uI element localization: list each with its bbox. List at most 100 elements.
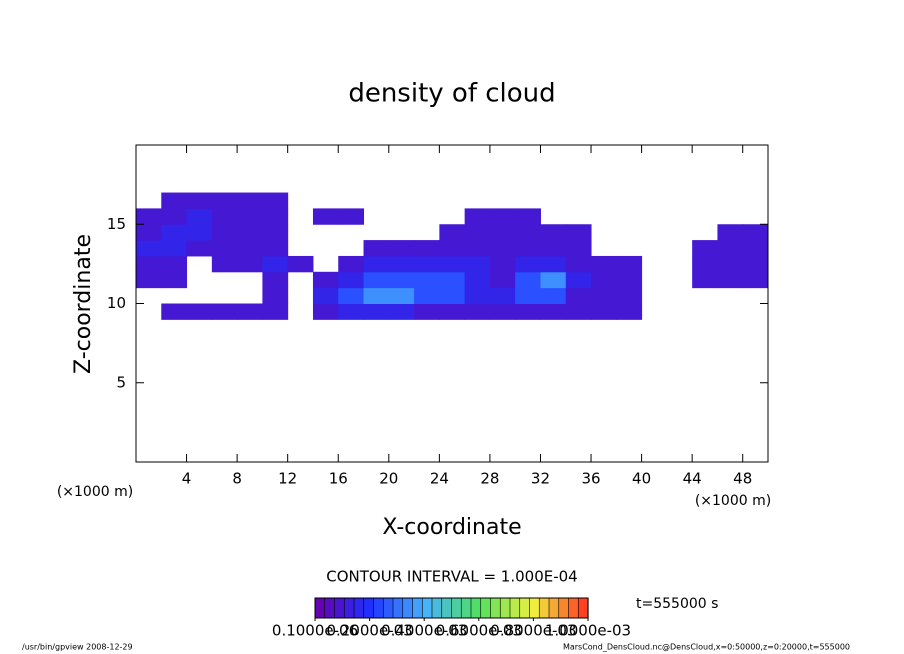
density-cell [464, 224, 491, 241]
density-cell [237, 272, 263, 288]
colorbar-tick-label: 1.0000e-03 [545, 622, 631, 640]
density-cell [515, 255, 541, 273]
density-cell [363, 271, 390, 289]
density-cell [338, 208, 365, 225]
density-cell [540, 255, 567, 273]
density-cell [591, 255, 617, 273]
density-cell [515, 271, 541, 289]
density-cell [414, 240, 440, 257]
density-cell [489, 240, 516, 257]
density-cell [642, 208, 668, 224]
density-cell [312, 287, 339, 304]
density-cell [616, 255, 643, 273]
density-cell [364, 224, 390, 240]
density-cell [540, 271, 567, 289]
density-cell [464, 255, 491, 273]
x-unit-label: (×1000 m) [695, 493, 771, 509]
density-cell [313, 256, 339, 272]
density-cell [161, 240, 188, 257]
x-tick-label: 28 [480, 470, 499, 488]
density-cell [439, 255, 466, 273]
density-cell [211, 240, 238, 257]
density-cell [288, 240, 314, 256]
colorbar-swatch [577, 597, 589, 619]
density-cell [136, 240, 162, 257]
density-cell [540, 240, 567, 257]
density-cell [363, 240, 390, 257]
colorbar-swatch [451, 597, 462, 619]
density-cell [717, 208, 743, 224]
density-cell [743, 304, 769, 320]
density-cell [565, 287, 592, 304]
colorbar-swatch [382, 597, 394, 619]
density-cell [464, 208, 491, 225]
density-cell [692, 304, 718, 320]
density-cell [414, 303, 440, 320]
density-cell [414, 224, 440, 240]
colorbar-tick-label: 0.2000e-03 [326, 622, 412, 640]
density-cell [237, 208, 263, 225]
density-cell [313, 224, 339, 240]
density-cell [212, 288, 238, 304]
density-cell [717, 240, 744, 257]
y-tick-label: 10 [107, 294, 126, 312]
density-cell [565, 224, 592, 241]
density-cell [667, 256, 693, 272]
colorbar-swatch [314, 597, 326, 619]
colorbar-swatch [431, 597, 443, 619]
density-cell [717, 288, 743, 304]
density-cell [187, 256, 213, 272]
colorbar-swatch [480, 597, 492, 619]
density-cell [692, 240, 718, 257]
density-cell [211, 224, 238, 241]
density-cell [161, 303, 188, 320]
density-cell [464, 303, 491, 320]
x-tick-label: 40 [632, 470, 651, 488]
y-unit-label: (×1000 m) [57, 484, 133, 500]
density-cell [312, 303, 339, 320]
density-cell [642, 193, 668, 209]
chart-title: density of cloud [348, 79, 555, 109]
density-cell [743, 208, 769, 224]
density-cell [717, 193, 743, 209]
density-cell [692, 288, 718, 304]
density-cell [616, 271, 643, 289]
colorbar-swatch [353, 597, 365, 619]
colorbar-swatch [334, 597, 345, 619]
density-cell [565, 255, 592, 273]
density-cell [540, 208, 566, 224]
density-cell [591, 193, 617, 209]
footer-right: MarsCond_DensCloud.nc@DensCloud,x=0:5000… [563, 643, 850, 652]
density-cell [642, 240, 668, 256]
time-label: t=555000 s [636, 596, 718, 612]
density-cell [642, 256, 668, 272]
footer-left: /usr/bin/gpview 2008-12-29 [22, 643, 133, 652]
density-cell [338, 287, 365, 304]
y-tick-label: 5 [116, 373, 126, 391]
density-cell [489, 208, 516, 225]
density-cell [591, 224, 617, 240]
density-cell [414, 208, 440, 224]
density-cell [211, 192, 238, 209]
density-cell [439, 240, 466, 257]
density-cell [363, 255, 390, 273]
density-cell [363, 287, 390, 304]
density-cell [288, 224, 314, 240]
density-cell [338, 271, 365, 289]
density-cell [237, 240, 263, 257]
density-cell [667, 288, 693, 304]
density-cell [439, 303, 466, 320]
density-cell [211, 303, 238, 320]
colorbar-swatch [421, 597, 433, 619]
x-tick-label: 8 [232, 470, 242, 488]
density-cell [616, 240, 642, 256]
density-cell [262, 303, 289, 320]
density-cell [262, 224, 289, 241]
colorbar-swatch [490, 597, 501, 619]
colorbar-tick-label: 0.6000e-03 [436, 622, 522, 640]
density-cell [742, 224, 769, 241]
density-cell [186, 240, 213, 257]
density-cell [338, 303, 365, 320]
density-cell [566, 208, 592, 224]
density-cell [237, 303, 263, 320]
